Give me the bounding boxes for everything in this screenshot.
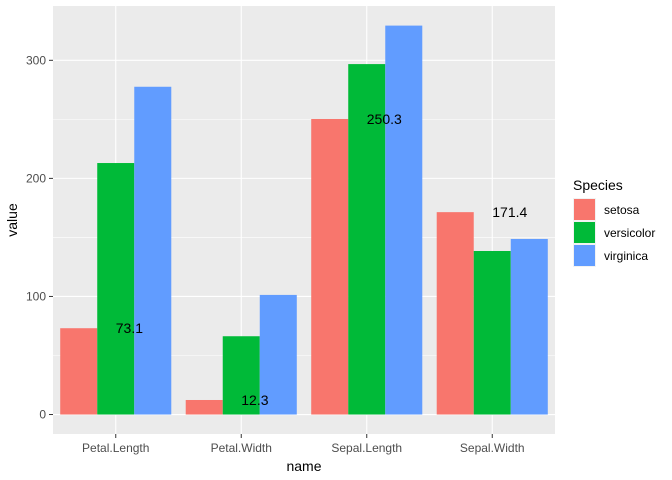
x-tick-label: Sepal.Length	[331, 441, 402, 455]
x-axis: Petal.Length Petal.Width Sepal.Length Sepal…	[82, 434, 525, 455]
bar-virginica	[134, 86, 172, 415]
x-tick-label: Petal.Width	[211, 441, 272, 455]
legend-title: Species	[573, 177, 623, 193]
y-tick-label: 200	[26, 171, 46, 185]
bar-virginica	[259, 294, 297, 415]
data-label: 12.3	[241, 392, 268, 408]
legend-label-virginica: virginica	[604, 249, 648, 263]
y-tick-label: 100	[26, 289, 46, 303]
x-tick-label: Sepal.Width	[460, 441, 525, 455]
y-axis: 0 100 200 300	[26, 53, 53, 422]
data-labels: 73.1 12.3 250.3 171.4	[116, 111, 528, 408]
y-tick-label: 0	[39, 408, 46, 422]
bar-setosa	[311, 118, 349, 415]
y-axis-title: value	[4, 203, 20, 237]
legend: Species setosa versicolor virginica	[573, 177, 655, 267]
bar-virginica	[385, 25, 423, 415]
data-label: 250.3	[367, 111, 402, 127]
x-axis-title: name	[286, 458, 321, 474]
legend-label-setosa: setosa	[604, 203, 640, 217]
bar-versicolor	[97, 163, 135, 415]
data-label: 171.4	[492, 204, 527, 220]
legend-label-versicolor: versicolor	[604, 226, 655, 240]
legend-key-virginica	[574, 245, 595, 266]
y-tick-label: 300	[26, 53, 46, 67]
legend-key-setosa	[574, 199, 595, 220]
x-tick-label: Petal.Length	[82, 441, 149, 455]
legend-key-versicolor	[574, 222, 595, 243]
bar-setosa	[60, 328, 98, 415]
bars	[60, 25, 548, 415]
bar-versicolor	[348, 64, 386, 415]
bar-versicolor	[222, 336, 260, 415]
bar-setosa	[436, 212, 474, 415]
bar-versicolor	[473, 250, 511, 415]
bar-setosa	[185, 399, 223, 415]
bar-virginica	[510, 238, 548, 415]
data-label: 73.1	[116, 320, 143, 336]
